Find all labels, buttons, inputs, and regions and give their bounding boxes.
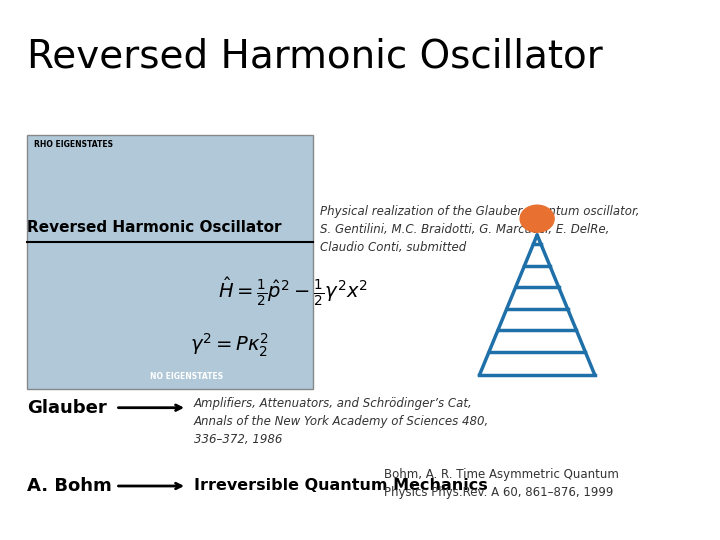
Text: Reversed Harmonic Oscillator: Reversed Harmonic Oscillator (27, 38, 603, 76)
Text: Bohm, A. R. Time Asymmetric Quantum
Physics Phys.Rev. A 60, 861–876, 1999: Bohm, A. R. Time Asymmetric Quantum Phys… (384, 468, 619, 499)
Text: Reversed Harmonic Oscillator: Reversed Harmonic Oscillator (27, 220, 282, 235)
Text: RHO EIGENSTATES: RHO EIGENSTATES (34, 140, 113, 150)
FancyBboxPatch shape (27, 135, 312, 389)
Text: Amplifiers, Attenuators, and Schrödinger’s Cat,
Annals of the New York Academy o: Amplifiers, Attenuators, and Schrödinger… (194, 397, 489, 446)
Text: $\hat{H} = \frac{1}{2}\hat{p}^2 - \frac{1}{2}\gamma^2 x^2$: $\hat{H} = \frac{1}{2}\hat{p}^2 - \frac{… (217, 275, 367, 308)
Text: $\gamma^2 = P\kappa_2^2$: $\gamma^2 = P\kappa_2^2$ (190, 332, 269, 359)
Circle shape (520, 205, 554, 232)
Text: Irreversible Quantum Mechanics: Irreversible Quantum Mechanics (194, 478, 487, 494)
Text: Physical realization of the Glauber quantum oscillator,
S. Gentilini, M.C. Braid: Physical realization of the Glauber quan… (320, 205, 639, 254)
Text: Glauber: Glauber (27, 399, 107, 417)
Text: A. Bohm: A. Bohm (27, 477, 112, 495)
Text: NO EIGENSTATES: NO EIGENSTATES (150, 372, 222, 381)
